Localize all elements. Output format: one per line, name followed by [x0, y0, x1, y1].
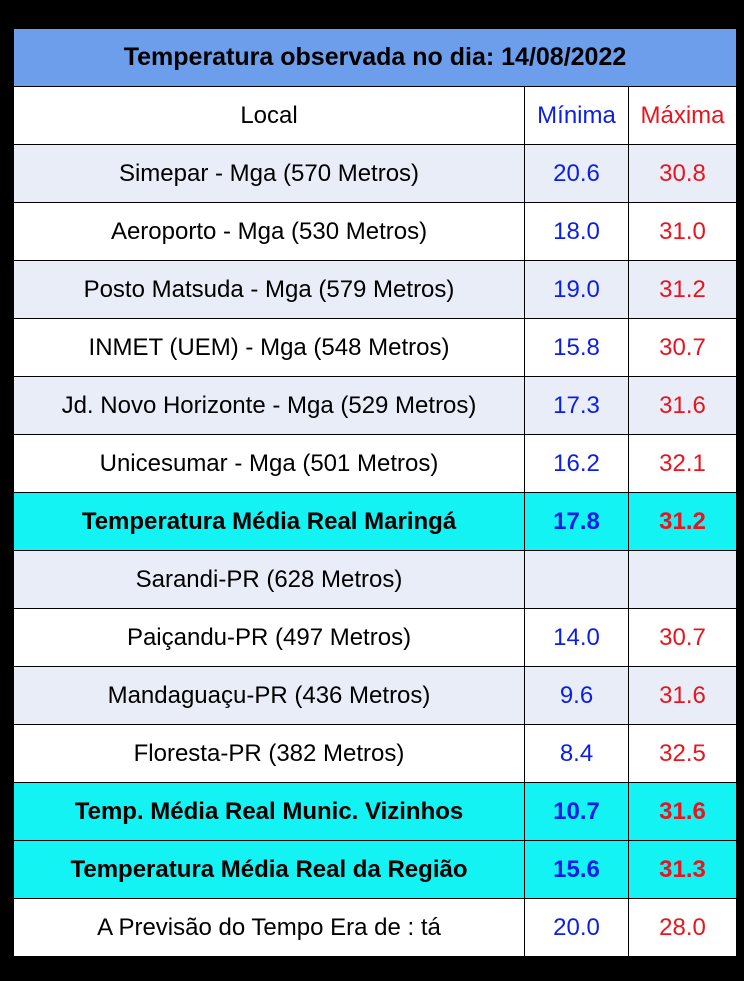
max-cell: 32.1: [627, 434, 738, 493]
table-row: Sarandi-PR (628 Metros): [13, 550, 738, 609]
min-cell: 10.7: [524, 782, 629, 841]
header-cell: Local: [13, 86, 525, 145]
table-row: Paiçandu-PR (497 Metros) 14.0 30.7: [13, 608, 738, 667]
table-row: Temperatura Média Real da Região 15.6 31.3: [13, 840, 738, 899]
max-cell: [627, 550, 738, 609]
location-cell: Simepar - Mga (570 Metros): [13, 144, 525, 203]
max-cell: 31.3: [627, 840, 738, 899]
table-row: Floresta-PR (382 Metros) 8.4 32.5: [13, 724, 738, 783]
min-cell: 17.3: [524, 376, 629, 435]
max-cell: 32.5: [627, 724, 738, 783]
location-cell: Posto Matsuda - Mga (579 Metros): [13, 260, 525, 319]
location-cell: Jd. Novo Horizonte - Mga (529 Metros): [13, 376, 525, 435]
min-cell: 20.0: [524, 898, 629, 957]
min-cell: 17.8: [524, 492, 629, 551]
max-cell: 31.6: [627, 376, 738, 435]
table-row: Mandaguaçu-PR (436 Metros) 9.6 31.6: [13, 666, 738, 725]
min-cell: 15.6: [524, 840, 629, 899]
temperature-table: Temperatura observada no dia: 14/08/2022…: [12, 28, 738, 957]
max-cell: 28.0: [627, 898, 738, 957]
max-cell: 30.7: [627, 608, 738, 667]
table-row: INMET (UEM) - Mga (548 Metros) 15.8 30.7: [13, 318, 738, 377]
max-cell: 31.6: [627, 782, 738, 841]
table-row: Simepar - Mga (570 Metros) 20.6 30.8: [13, 144, 738, 203]
min-cell: 20.6: [524, 144, 629, 203]
table-body: Temperatura observada no dia: 14/08/2022…: [12, 28, 738, 957]
min-cell: 14.0: [524, 608, 629, 667]
max-cell: 31.6: [627, 666, 738, 725]
max-cell: 30.7: [627, 318, 738, 377]
table-row: Temperatura Média Real Maringá 17.8 31.2: [13, 492, 738, 551]
max-cell: 31.2: [627, 260, 738, 319]
location-cell: Temperatura Média Real da Região: [13, 840, 525, 899]
location-cell: Paiçandu-PR (497 Metros): [13, 608, 525, 667]
max-cell: 30.8: [627, 144, 738, 203]
table-row: Temp. Média Real Munic. Vizinhos 10.7 31.6: [13, 782, 738, 841]
location-cell: Floresta-PR (382 Metros): [13, 724, 525, 783]
location-cell: INMET (UEM) - Mga (548 Metros): [13, 318, 525, 377]
min-cell: 16.2: [524, 434, 629, 493]
location-cell: Mandaguaçu-PR (436 Metros): [13, 666, 525, 725]
min-cell: 9.6: [524, 666, 629, 725]
min-cell: 15.8: [524, 318, 629, 377]
header-row: Local Mínima Máxima: [13, 86, 738, 145]
table-row: Posto Matsuda - Mga (579 Metros) 19.0 31.2: [13, 260, 738, 319]
location-cell: Unicesumar - Mga (501 Metros): [13, 434, 525, 493]
table-row: A Previsão do Tempo Era de : tá 20.0 28.0: [13, 898, 738, 957]
max-cell: 31.2: [627, 492, 738, 551]
min-cell: 19.0: [524, 260, 629, 319]
location-cell: Temp. Média Real Munic. Vizinhos: [13, 782, 525, 841]
min-cell: [524, 550, 629, 609]
table-row: Aeroporto - Mga (530 Metros) 18.0 31.0: [13, 202, 738, 261]
min-cell: 18.0: [524, 202, 629, 261]
header-cell: Máxima: [627, 86, 738, 145]
title-row: Temperatura observada no dia: 14/08/2022: [12, 28, 738, 87]
table-row: Jd. Novo Horizonte - Mga (529 Metros) 17.…: [13, 376, 738, 435]
location-cell: A Previsão do Tempo Era de : tá: [13, 898, 525, 957]
min-cell: 8.4: [524, 724, 629, 783]
location-cell: Temperatura Média Real Maringá: [13, 492, 525, 551]
max-cell: 31.0: [627, 202, 738, 261]
header-cell: Mínima: [524, 86, 629, 145]
location-cell: Aeroporto - Mga (530 Metros): [13, 202, 525, 261]
table-row: Unicesumar - Mga (501 Metros) 16.2 32.1: [13, 434, 738, 493]
location-cell: Sarandi-PR (628 Metros): [13, 550, 525, 609]
table-title: Temperatura observada no dia: 14/08/2022: [12, 28, 738, 87]
